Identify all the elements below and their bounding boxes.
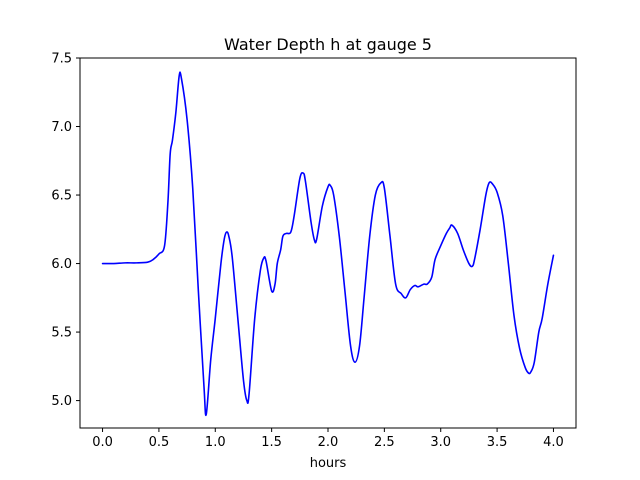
y-tick-label: 5.5	[51, 326, 72, 341]
x-tick-label: 4.0	[543, 435, 564, 450]
x-tick-label: 3.0	[430, 435, 451, 450]
y-tick-label: 5.0	[51, 394, 72, 409]
x-tick-label: 2.5	[374, 435, 395, 450]
x-axis-label: hours	[310, 456, 347, 471]
y-tick-label: 6.5	[51, 189, 72, 204]
x-tick-label: 2.0	[318, 435, 339, 450]
x-axis: 0.0 0.5 1.0 1.5 2.0 2.5 3.0 3.5 4.0	[92, 428, 564, 450]
chart-title: Water Depth h at gauge 5	[224, 35, 432, 54]
series-line-0	[101, 71, 555, 417]
y-tick-label: 7.5	[51, 52, 72, 67]
plot-area	[101, 71, 555, 417]
y-tick-label: 6.0	[51, 257, 72, 272]
y-tick-label: 7.0	[51, 120, 72, 135]
x-tick-label: 0.0	[92, 435, 113, 450]
x-tick-label: 0.5	[149, 435, 170, 450]
x-tick-label: 3.5	[487, 435, 508, 450]
x-tick-label: 1.5	[261, 435, 282, 450]
x-tick-label: 1.0	[205, 435, 226, 450]
y-axis: 5.0 5.5 6.0 6.5 7.0 7.5	[51, 52, 80, 409]
